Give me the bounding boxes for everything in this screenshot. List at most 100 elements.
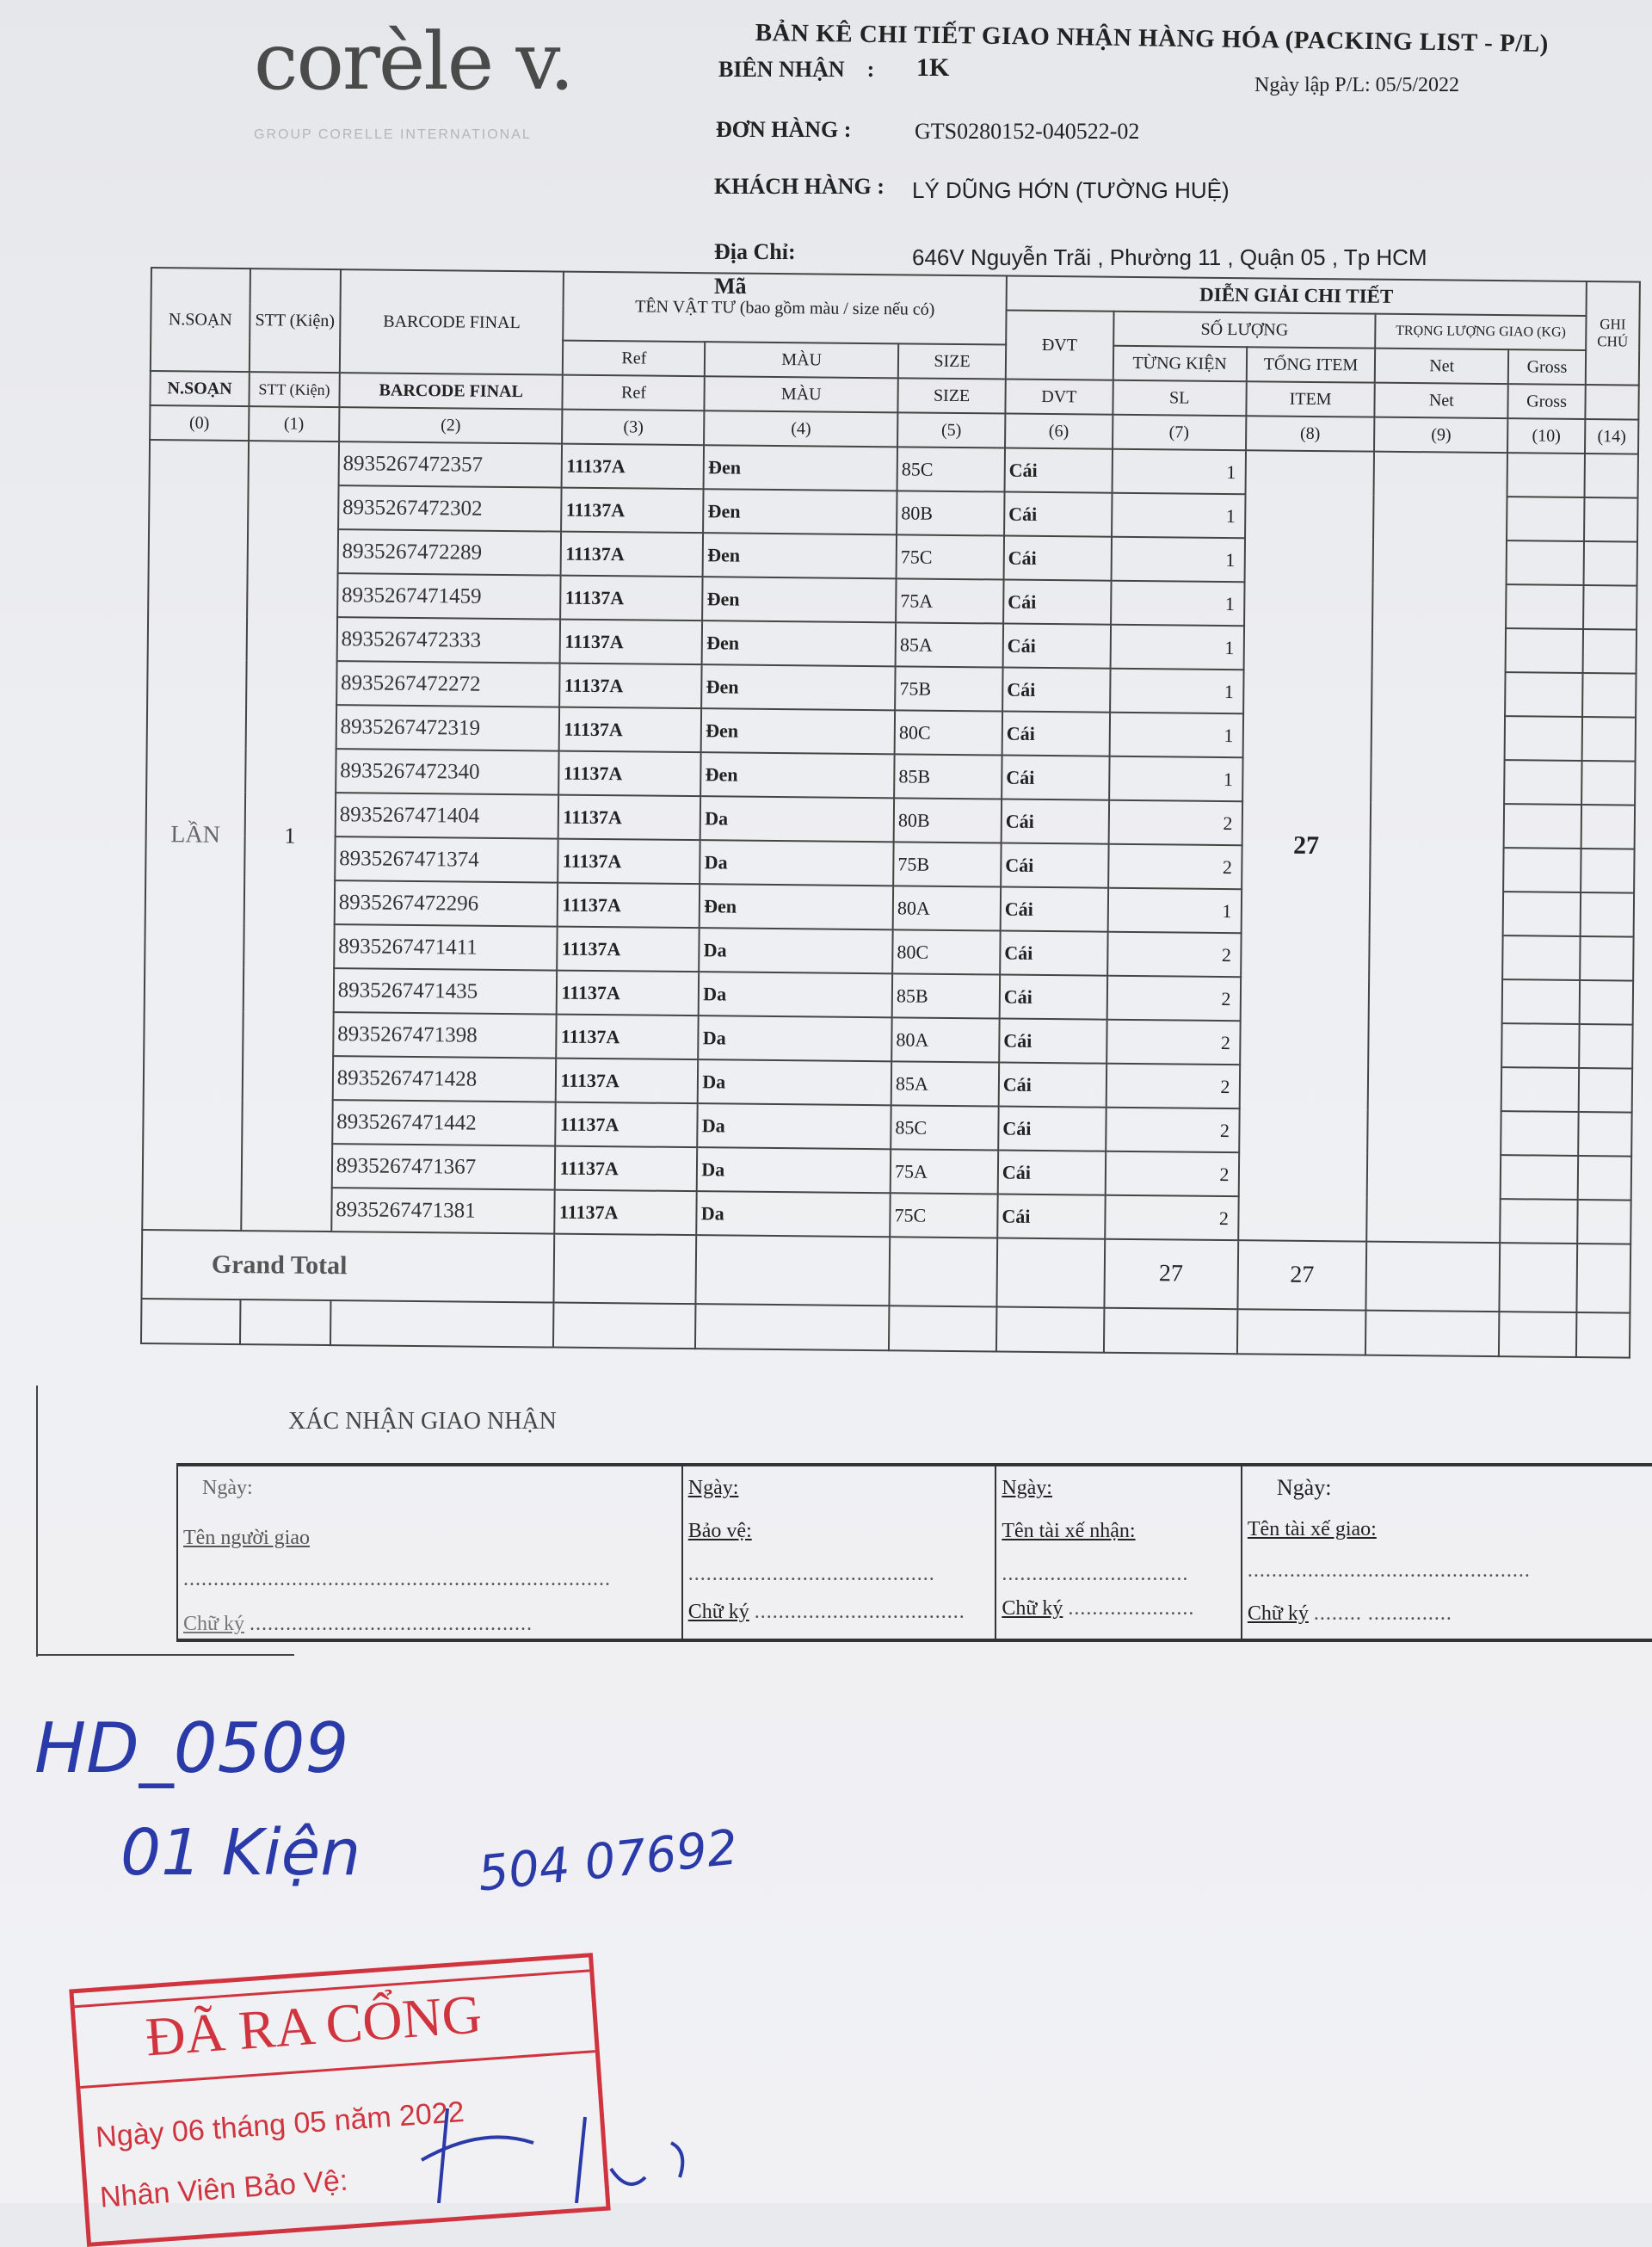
confirmation-section: Ngày: Tên người giao ...................… [176,1463,1652,1642]
ref-cell: 11137A [558,882,700,929]
signature-label: Chữ ký [687,1601,749,1623]
header-ten-vat-tu: TÊN VẬT TƯ (bao gồm màu / size nếu có) [563,271,1007,345]
qty-cell: 1 [1110,580,1245,627]
ref-cell: 11137A [559,663,702,709]
note-cell [1580,892,1635,937]
corelle-logo: corèle v. [254,15,575,108]
column-number: (7) [1112,414,1246,451]
column-number: (2) [338,407,563,444]
header2-ghi-chu [1585,385,1639,420]
date-label: Ngày: [1276,1475,1332,1500]
barcode-cell: 8935267472357 [338,441,563,488]
header-ref: Ref [563,340,706,377]
color-cell: Da [699,972,893,1018]
ref-cell: 11137A [558,750,701,797]
color-cell: Da [697,1103,891,1150]
gross-cell [1507,453,1585,498]
packing-table: N.SOẠN STT (Kiện) BARCODE FINAL TÊN VẬT … [140,267,1641,1359]
confirm-box-driver-deliver: Ngày: Tên tài xế giao: .................… [1240,1466,1652,1639]
header2-size: SIZE [897,378,1006,414]
barcode-cell: 8935267472296 [334,880,558,927]
barcode-cell: 8935267472289 [337,529,562,576]
size-cell: 85A [895,622,1004,668]
barcode-cell: 8935267471411 [333,924,558,971]
qty-cell: 1 [1110,624,1244,670]
unit-cell: Cái [1002,711,1110,756]
barcode-cell: 8935267472340 [335,749,560,795]
note-cell [1578,1067,1633,1113]
column-number: (9) [1374,417,1508,454]
size-cell: 85A [891,1061,1000,1107]
barcode-cell: 8935267471428 [332,1056,557,1102]
note-cell [1577,1155,1632,1201]
unit-cell: Cái [997,1150,1106,1195]
header2-ref: Ref [562,374,706,411]
barcode-cell: 8935267471381 [330,1188,556,1234]
header-stt: STT (Kiện) [249,269,341,373]
gross-cell [1503,804,1582,849]
note-cell [1578,1111,1632,1157]
size-cell: 75A [890,1149,999,1194]
date-label: Ngày: [202,1477,253,1499]
ref-cell: 11137A [558,794,701,841]
qty-cell: 2 [1106,1063,1240,1109]
column-number: (5) [897,412,1006,448]
color-cell: Đen [700,708,896,755]
header-nsoan: N.SOẠN [150,268,250,373]
qty-cell: 2 [1107,843,1242,890]
unit-cell: Cái [1003,491,1113,537]
color-cell: Đen [701,664,896,711]
gross-cell [1501,979,1581,1024]
ref-cell: 11137A [557,970,700,1016]
column-number: (0) [150,405,250,441]
ref-cell: 11137A [558,838,700,885]
qty-cell: 1 [1111,492,1246,539]
unit-cell: Cái [1001,843,1109,888]
bien-nhan-label: BIÊN NHẬN : [718,57,875,82]
ref-cell: 11137A [561,531,704,577]
ref-cell: 11137A [556,1058,699,1104]
color-cell: Da [699,928,893,974]
confirm-title: XÁC NHẬN GIAO NHẬN [288,1408,557,1435]
ref-cell: 11137A [561,487,704,534]
khach-hang-label: KHÁCH HÀNG : [714,174,885,199]
stamp-title: ĐÃ RA CỔNG [143,1983,484,2068]
ma-label: Mã [714,274,747,299]
size-cell: 75C [896,534,1004,580]
unit-cell: Cái [999,1018,1107,1064]
ref-cell: 11137A [562,443,705,490]
header-ghi-chu: GHI CHÚ [1585,281,1640,386]
qty-cell: 2 [1104,1194,1239,1241]
dia-chi-label: Địa Chỉ: [714,239,796,264]
note-cell [1583,497,1638,542]
qty-cell: 1 [1109,668,1244,714]
color-cell: Đen [701,620,897,667]
color-cell: Da [698,1059,892,1106]
confirm-box-guard: Ngày: Bảo vệ: ..........................… [681,1466,996,1639]
qty-cell: 1 [1109,712,1243,758]
size-cell: 85B [894,754,1002,799]
grand-total-sl: 27 [1104,1238,1238,1310]
size-cell: 75B [893,842,1002,887]
color-cell: Đen [702,577,897,623]
barcode-cell: 8935267472333 [336,617,561,664]
ngay-lap: Ngày lập P/L: 05/5/2022 [1254,74,1459,96]
unit-cell: Cái [998,1106,1106,1151]
ref-cell: 11137A [555,1102,699,1148]
qty-cell: 2 [1106,931,1242,978]
column-number: (14) [1584,419,1639,454]
header-tong-item: TỔNG ITEM [1246,347,1376,383]
gross-cell [1500,1155,1579,1200]
barcode-cell: 8935267472302 [337,485,563,532]
unit-cell: Cái [1001,799,1109,844]
confirm-box-sender: Ngày: Tên người giao ...................… [176,1466,681,1639]
bien-nhan-value: 1K [916,53,950,82]
header-dvt: ĐVT [1005,310,1114,380]
column-number: (4) [704,411,898,448]
gross-cell [1505,672,1583,717]
header2-stt: STT (Kiện) [249,372,340,408]
size-cell: 75C [890,1193,998,1238]
size-cell: 85C [891,1105,999,1151]
note-cell [1582,629,1637,674]
unit-cell: Cái [1002,623,1111,669]
